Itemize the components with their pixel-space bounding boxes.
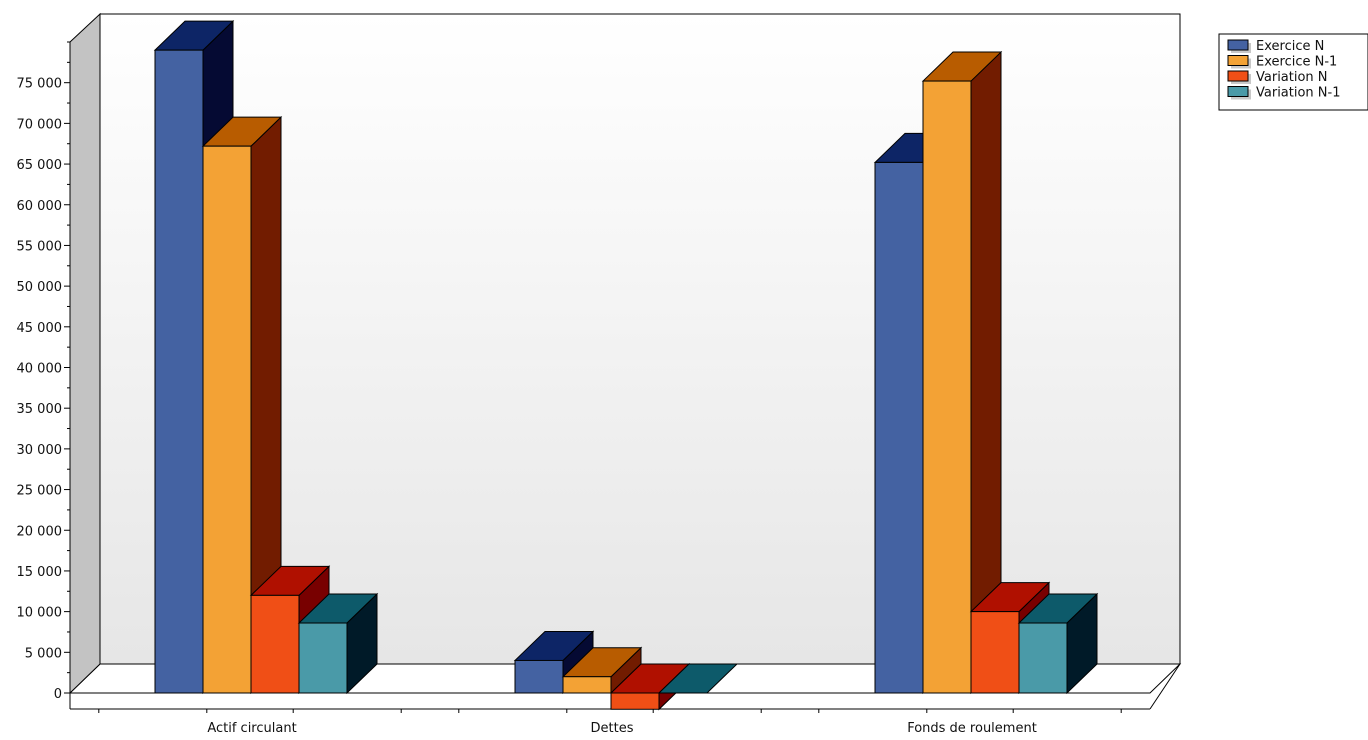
legend-label: Exercice N bbox=[1256, 39, 1324, 54]
legend-swatch bbox=[1227, 39, 1249, 51]
x-tick-label: Fonds de roulement bbox=[907, 721, 1037, 736]
y-tick-label: 25 000 bbox=[17, 484, 63, 499]
bar-front bbox=[154, 49, 204, 694]
side-wall bbox=[69, 12, 101, 695]
y-tick-label: 15 000 bbox=[17, 565, 63, 580]
bar-front bbox=[250, 594, 300, 694]
bar-front bbox=[874, 161, 924, 694]
legend-label: Variation N bbox=[1256, 70, 1328, 85]
legend-swatch bbox=[1227, 70, 1249, 82]
bar-front bbox=[562, 676, 612, 694]
bar-front bbox=[970, 611, 1020, 694]
x-tick-label: Actif circulant bbox=[207, 721, 296, 736]
bar-front bbox=[922, 80, 972, 694]
legend-swatch bbox=[1227, 86, 1249, 97]
y-tick-label: 10 000 bbox=[17, 606, 63, 621]
x-axis-depth-line bbox=[1149, 663, 1181, 710]
y-tick-label: 60 000 bbox=[17, 199, 63, 214]
y-tick-label: 0 bbox=[54, 687, 62, 702]
bar bbox=[297, 592, 379, 695]
y-tick-label: 70 000 bbox=[17, 117, 63, 132]
y-tick-label: 55 000 bbox=[17, 239, 63, 254]
y-tick-label: 65 000 bbox=[17, 158, 63, 173]
y-tick-label: 40 000 bbox=[17, 362, 63, 377]
x-tick-label: Dettes bbox=[591, 721, 634, 736]
bar-top bbox=[657, 663, 739, 694]
y-tick-label: 35 000 bbox=[17, 402, 63, 417]
bar bbox=[657, 663, 739, 694]
legend-label: Exercice N-1 bbox=[1256, 55, 1337, 70]
y-tick-label: 50 000 bbox=[17, 280, 63, 295]
y-tick-label: 20 000 bbox=[17, 524, 63, 539]
bar bbox=[1017, 592, 1099, 695]
bar-front bbox=[1018, 622, 1068, 694]
bar bbox=[201, 115, 283, 695]
legend-swatch bbox=[1227, 55, 1249, 66]
bar bbox=[921, 50, 1003, 695]
floor-edge bbox=[70, 693, 1150, 709]
bar-front bbox=[298, 622, 348, 694]
bar-front bbox=[610, 692, 660, 710]
legend-label: Variation N-1 bbox=[1256, 86, 1341, 101]
y-tick-label: 30 000 bbox=[17, 443, 63, 458]
bar-front bbox=[514, 659, 564, 694]
bar bbox=[561, 646, 643, 695]
bar-front bbox=[202, 145, 252, 694]
y-tick-label: 45 000 bbox=[17, 321, 63, 336]
y-tick-label: 5 000 bbox=[25, 646, 62, 661]
y-tick-label: 75 000 bbox=[17, 77, 63, 92]
